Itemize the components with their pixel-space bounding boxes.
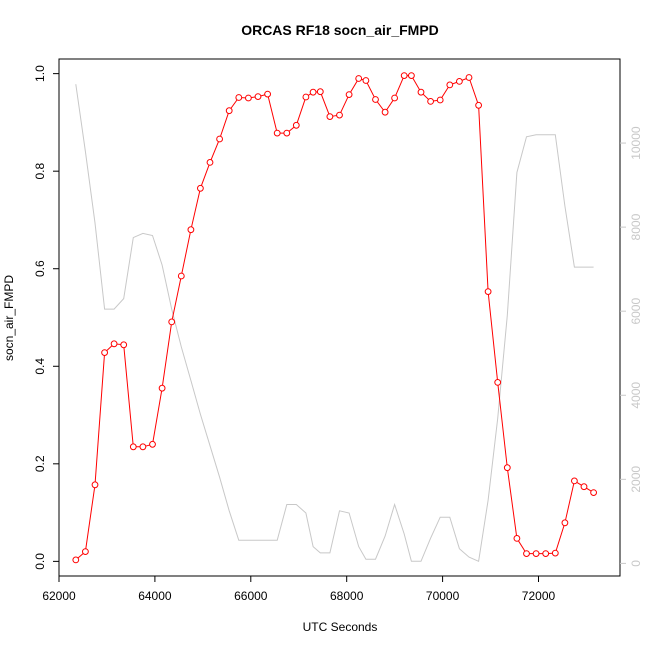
series-line-0 — [75, 75, 594, 561]
y2-tick-label: 6000 — [629, 298, 643, 325]
series-line-1 — [75, 84, 594, 563]
y2-tick-label: 0 — [629, 560, 643, 567]
data-point — [149, 440, 156, 448]
data-point — [129, 443, 137, 451]
data-point — [82, 548, 89, 555]
data-point — [446, 81, 454, 89]
y-tick-label: 1.0 — [33, 65, 47, 82]
y-axis-label: socn_air_FMPD — [2, 275, 16, 361]
data-point — [513, 535, 521, 542]
data-point — [110, 340, 118, 348]
data-point — [309, 88, 317, 96]
data-point — [408, 72, 415, 79]
y2-tick-label: 2000 — [629, 466, 643, 493]
data-point — [206, 159, 214, 166]
data-point — [456, 78, 463, 85]
x-axis-label: UTC Seconds — [303, 620, 378, 634]
data-point — [177, 272, 185, 280]
data-point — [245, 94, 252, 102]
x-axis: 62000 64000 66000 68000 70000 72000 — [42, 576, 555, 603]
data-point — [551, 549, 559, 557]
series-layer — [72, 72, 597, 564]
y-tick-label: 0.2 — [33, 455, 47, 472]
data-point — [542, 550, 550, 557]
chart-title: ORCAS RF18 socn_air_FMPD — [241, 22, 439, 38]
data-point — [216, 135, 224, 143]
data-point — [427, 98, 435, 105]
data-point — [381, 108, 389, 116]
data-point — [417, 88, 425, 96]
data-point — [345, 91, 353, 98]
data-point — [580, 483, 588, 491]
x-tick-label: 68000 — [330, 589, 364, 603]
data-point — [273, 129, 281, 137]
data-point — [326, 113, 334, 120]
data-point — [465, 74, 473, 81]
x-tick-label: 62000 — [42, 589, 76, 603]
y-axis: 0.0 0.2 0.4 0.6 0.8 1.0 — [33, 65, 59, 570]
data-point — [101, 349, 108, 357]
data-point — [436, 96, 444, 104]
data-point — [168, 318, 176, 326]
data-point — [283, 129, 291, 137]
x-tick-label: 64000 — [138, 589, 172, 603]
y2-tick-label: 10000 — [629, 126, 643, 160]
data-point — [494, 379, 502, 386]
data-point — [72, 556, 80, 564]
y-tick-label: 0.0 — [33, 553, 47, 570]
x-tick-label: 66000 — [234, 589, 268, 603]
data-point — [316, 88, 324, 96]
data-point — [475, 101, 483, 109]
data-point — [532, 550, 540, 557]
data-point — [561, 519, 569, 527]
y2-axis: 0 2000 4000 6000 8000 10000 — [620, 126, 643, 567]
data-point — [235, 94, 243, 101]
data-point — [292, 121, 300, 129]
data-point — [400, 72, 408, 79]
data-point — [391, 94, 399, 102]
data-point — [590, 489, 597, 497]
data-point — [91, 481, 99, 489]
plot-frame — [58, 58, 621, 577]
data-point — [225, 107, 233, 115]
x-tick-label: 72000 — [522, 589, 556, 603]
data-point — [197, 184, 204, 192]
data-point — [139, 443, 147, 451]
y-tick-label: 0.4 — [33, 358, 47, 375]
data-point — [120, 341, 128, 349]
y2-tick-label: 4000 — [629, 382, 643, 409]
data-point — [302, 93, 310, 101]
data-point — [254, 93, 262, 100]
data-point — [571, 477, 578, 485]
x-tick-label: 70000 — [426, 589, 460, 603]
y-tick-label: 0.8 — [33, 163, 47, 180]
data-point — [372, 96, 379, 103]
data-point — [484, 288, 492, 296]
data-point — [158, 384, 166, 392]
data-point — [355, 75, 363, 82]
y2-tick-label: 8000 — [629, 213, 643, 240]
data-point — [187, 226, 195, 234]
y-tick-label: 0.6 — [33, 260, 47, 277]
data-point — [264, 90, 272, 98]
data-point — [503, 464, 511, 472]
data-point — [523, 550, 530, 557]
data-point — [362, 77, 370, 84]
data-point — [336, 111, 343, 119]
